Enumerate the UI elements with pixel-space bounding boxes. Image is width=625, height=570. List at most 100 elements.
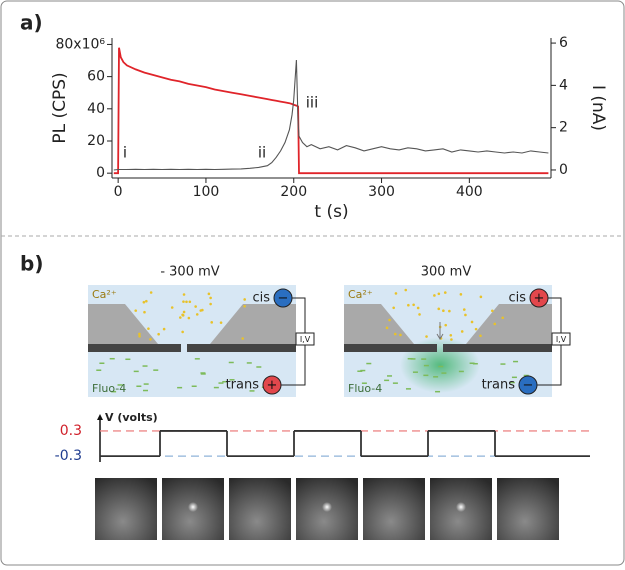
condition-label: 300 mV — [421, 265, 472, 280]
ion — [433, 294, 436, 297]
ion — [399, 333, 402, 337]
y-axis-title: V (volts) — [105, 411, 158, 424]
cis-label: cis — [508, 291, 526, 306]
y-axis-title: PL (CPS) — [50, 72, 70, 143]
y-tick-label: 20 — [87, 133, 105, 149]
ion — [209, 302, 212, 306]
fluorescence-spot — [456, 502, 466, 512]
ion — [149, 291, 153, 294]
ion — [407, 303, 410, 307]
ion — [142, 300, 146, 304]
ion-label: Ca²⁺ — [348, 288, 373, 301]
ion — [385, 326, 389, 330]
y2-axis-title: I (nA) — [588, 85, 608, 131]
ion — [404, 288, 408, 292]
ion — [219, 321, 223, 324]
ion — [194, 305, 197, 308]
ion — [393, 332, 397, 336]
ion — [182, 300, 185, 303]
trans-label: trans — [482, 378, 516, 393]
micrograph — [497, 478, 559, 540]
ion — [459, 293, 463, 296]
ion — [182, 293, 186, 296]
ion — [388, 318, 391, 322]
ion — [450, 338, 453, 341]
ion — [185, 300, 188, 304]
dye-label: Fluo-4 — [348, 382, 382, 395]
annotation: i — [123, 144, 127, 162]
ion — [425, 335, 428, 338]
x-tick-label: 100 — [193, 184, 220, 200]
ion — [448, 309, 451, 313]
y2-tick-label: 6 — [559, 35, 568, 51]
ion — [416, 306, 420, 310]
ion — [143, 310, 146, 314]
ion — [134, 309, 138, 312]
ion — [491, 309, 494, 313]
ion — [443, 291, 447, 294]
ion — [149, 337, 152, 341]
trans-electrode — [518, 375, 538, 395]
panel-label: a) — [20, 11, 43, 35]
ion — [182, 310, 186, 314]
fluorescence-spot — [322, 502, 332, 512]
ion — [418, 313, 421, 316]
trans-electrode — [262, 375, 282, 395]
ion — [170, 306, 174, 309]
fluorescence-spot — [188, 502, 198, 512]
ion — [460, 330, 464, 333]
annotation: ii — [258, 144, 266, 162]
ion — [474, 327, 478, 331]
x-tick-label: 200 — [280, 184, 307, 200]
ion — [392, 306, 395, 310]
ion — [243, 298, 246, 301]
ion — [479, 295, 483, 299]
ion — [157, 332, 160, 336]
y-axis-arrow — [97, 414, 103, 420]
y-tick-label: 0 — [96, 165, 105, 181]
x-tick-label: 400 — [456, 184, 483, 200]
y-tick-label: 60 — [87, 69, 105, 85]
y2-tick-label: 0 — [559, 162, 568, 178]
ion — [195, 313, 199, 316]
ion — [201, 308, 204, 312]
ion — [501, 316, 505, 320]
trans-sign: − — [523, 378, 534, 393]
y-tick-label: 0.3 — [60, 423, 82, 439]
membrane — [443, 344, 552, 352]
cis-electrode — [529, 288, 549, 308]
micrograph — [363, 478, 425, 540]
micrograph — [229, 478, 291, 540]
trans-label: trans — [226, 378, 260, 393]
ion — [444, 323, 448, 327]
ion — [437, 292, 441, 296]
y-tick-label: -0.3 — [55, 448, 82, 464]
ion — [181, 330, 184, 334]
ion — [181, 313, 184, 317]
ion — [437, 307, 441, 311]
micrograph — [95, 478, 157, 540]
wire — [281, 297, 306, 386]
annotation: iii — [306, 94, 319, 112]
meter-box — [295, 332, 315, 346]
x-tick-label: 300 — [368, 184, 395, 200]
wire — [537, 297, 562, 386]
membrane — [88, 344, 181, 352]
y-tick-label: 40 — [87, 101, 105, 117]
y-tick-label: 80x10⁶ — [55, 36, 105, 52]
ion — [162, 327, 166, 331]
ion — [187, 316, 191, 320]
support — [466, 304, 552, 344]
ion — [442, 309, 445, 313]
meter-label: I,V — [556, 335, 567, 344]
cis-electrode — [273, 288, 293, 308]
cis-sign: − — [278, 291, 289, 306]
ion — [493, 322, 497, 326]
ion — [464, 313, 467, 317]
membrane — [344, 344, 437, 352]
ion — [138, 335, 141, 338]
ion — [145, 299, 148, 303]
condition-label: - 300 mV — [160, 265, 219, 280]
membrane — [187, 344, 296, 352]
